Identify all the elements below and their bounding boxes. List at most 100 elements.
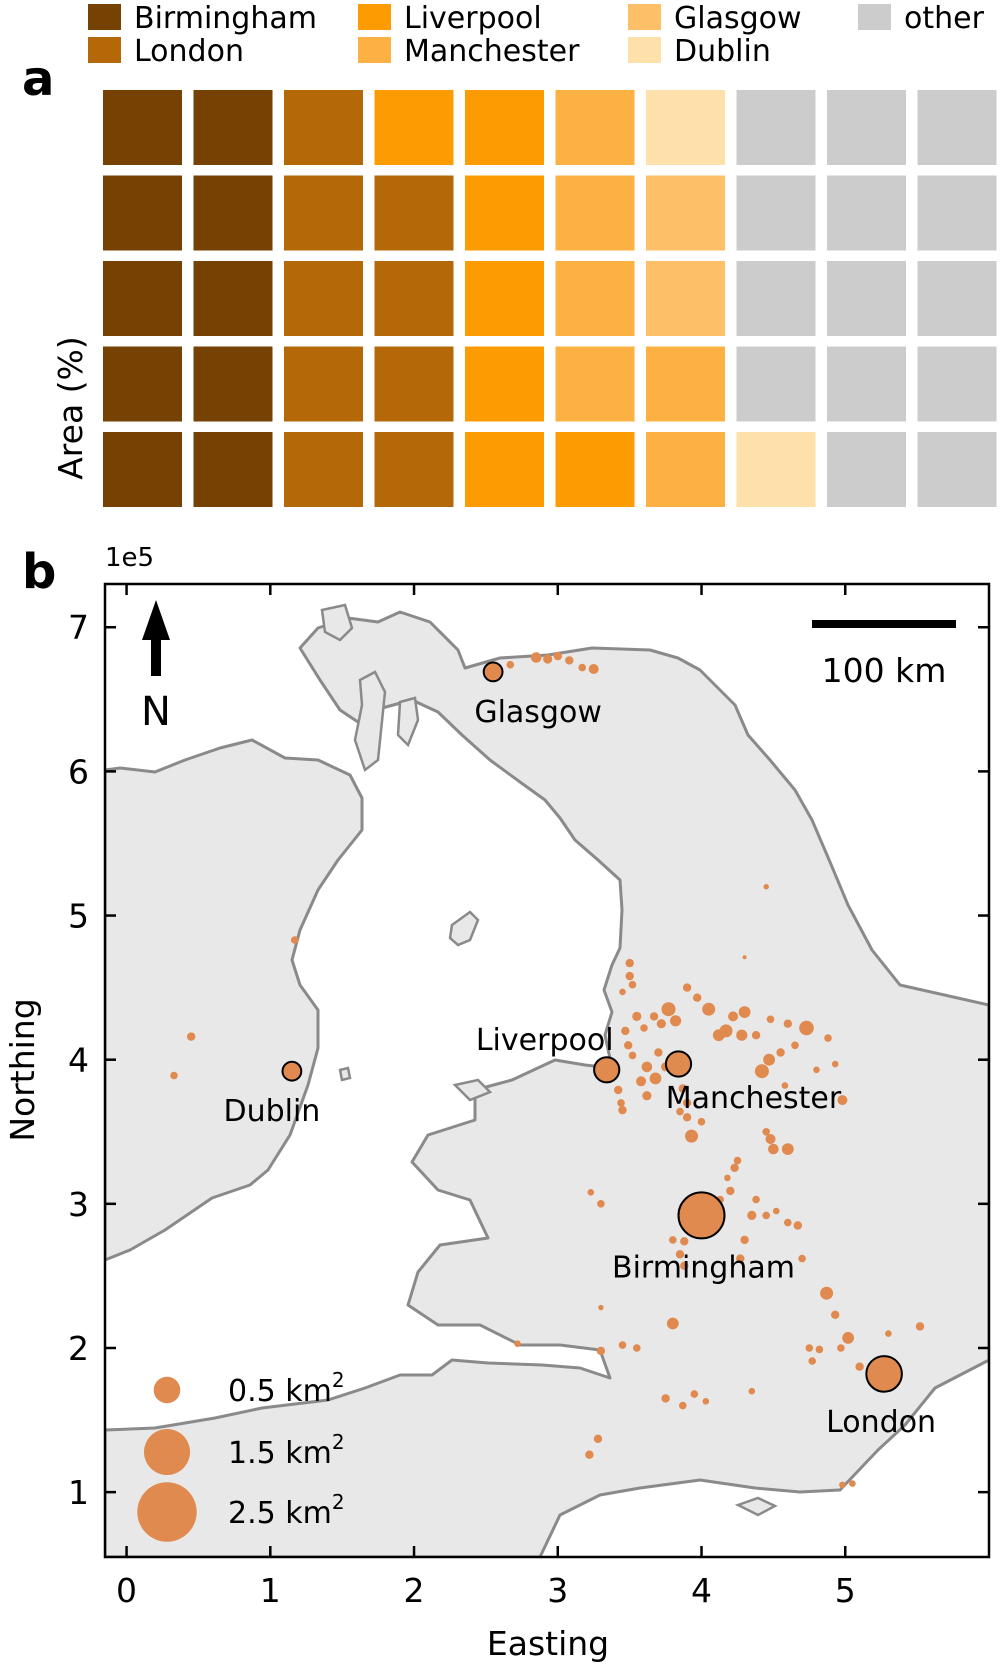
map-point	[763, 884, 769, 890]
map-point	[748, 1387, 756, 1395]
waffle-cell-birmingham	[193, 346, 273, 422]
map-point	[837, 1095, 848, 1106]
map-point	[813, 1066, 820, 1074]
map-point	[726, 1186, 735, 1196]
legend-a: Birmingham Liverpool Glasgow other London Man…	[88, 1, 985, 69]
legend-swatch-birmingham	[88, 4, 121, 30]
legend-swatch-london	[88, 37, 121, 63]
legend-label-manchester: Manchester	[404, 34, 580, 69]
waffle-cell-london	[284, 261, 363, 336]
waffle-cell-dublin	[646, 90, 725, 165]
map-point	[697, 1117, 706, 1126]
map-point	[781, 1082, 789, 1089]
y-tick-label: 2	[68, 1329, 89, 1368]
waffle-cell-liverpool	[555, 432, 635, 507]
panel-a-ylabel: Area (%)	[51, 336, 90, 480]
waffle-cell-other	[917, 90, 997, 165]
map-point	[736, 1254, 745, 1263]
map-point	[762, 1128, 770, 1136]
city-point-dublin	[281, 1060, 303, 1082]
map-point	[733, 1156, 742, 1165]
waffle-cell-liverpool	[465, 175, 544, 251]
map-point	[649, 1072, 662, 1085]
map-point	[290, 936, 299, 944]
city-label-liverpool: Liverpool	[476, 1023, 614, 1058]
map-point	[578, 663, 586, 672]
map-point	[690, 1390, 699, 1398]
map-point	[783, 1019, 792, 1028]
island-islay	[353, 670, 387, 773]
waffle-cell-other	[736, 346, 816, 422]
map-point	[763, 1053, 775, 1066]
waffle-cell-other	[736, 261, 816, 336]
map-point	[676, 1107, 684, 1116]
map-point	[751, 1031, 761, 1040]
map-point	[614, 1085, 623, 1095]
map-point	[728, 1011, 739, 1022]
map-point	[776, 1048, 785, 1057]
axes: 0 1 2 3 4 5 1 2 3 4 5 6 7	[68, 584, 989, 1610]
waffle-cell-london	[374, 432, 454, 507]
waffle-cell-birmingham	[193, 432, 273, 507]
map-point	[693, 993, 702, 1002]
y-tick-label: 4	[68, 1041, 89, 1080]
panel-b-letter: b	[22, 544, 56, 600]
y-tick-label: 3	[68, 1185, 89, 1224]
legend-label-glasgow: Glasgow	[674, 1, 802, 36]
map-point	[885, 1330, 892, 1337]
map-point	[632, 1011, 642, 1022]
map-point	[768, 1143, 779, 1155]
map-point	[766, 1015, 775, 1024]
map-point	[640, 1024, 648, 1032]
map-point	[808, 1357, 816, 1365]
waffle-cell-dublin	[736, 432, 816, 507]
map-point	[587, 1189, 595, 1196]
city-point-birmingham	[677, 1191, 726, 1240]
map-point	[747, 1210, 757, 1220]
map-point	[553, 651, 562, 661]
map-point	[730, 1163, 739, 1173]
waffle-cell-other	[917, 346, 997, 422]
waffle-cell-liverpool	[465, 346, 544, 422]
isle-of-wight	[734, 1496, 778, 1517]
waffle-cell-birmingham	[103, 261, 182, 336]
map-point	[679, 1401, 687, 1410]
map-point	[625, 971, 634, 981]
map-point	[543, 654, 553, 664]
city-point-manchester	[664, 1050, 693, 1078]
waffle-cell-other	[736, 175, 816, 251]
y-axis-label: Northing	[3, 998, 42, 1141]
map-point	[666, 1317, 679, 1330]
city-label-glasgow: Glasgow	[474, 695, 602, 730]
x-axis-label: Easting	[487, 1624, 609, 1663]
waffle-cell-birmingham	[193, 175, 273, 251]
map-point	[678, 1084, 687, 1093]
map-frame	[103, 582, 991, 1559]
waffle-cell-manchester	[646, 432, 725, 507]
map-point	[530, 652, 542, 663]
x-tick-label: 0	[116, 1571, 137, 1610]
city-label-manchester: Manchester	[666, 1081, 842, 1116]
city-point-london	[865, 1355, 903, 1393]
legend-swatch-glasgow	[628, 4, 661, 30]
map-point	[855, 1362, 864, 1371]
waffle-cell-liverpool	[465, 90, 544, 165]
map-point	[724, 1174, 731, 1182]
waffle-cell-birmingham	[193, 90, 273, 165]
legend-label-dublin: Dublin	[674, 34, 771, 69]
waffle-cell-other	[827, 432, 906, 507]
waffle-cell-other	[917, 175, 997, 251]
map-point	[593, 1434, 603, 1444]
legend-label-birmingham: Birmingham	[134, 1, 317, 36]
map-point	[793, 1221, 802, 1230]
map-point	[762, 1211, 770, 1220]
map-point	[625, 958, 634, 968]
map-point	[682, 1098, 692, 1108]
waffle-cell-manchester	[555, 261, 635, 336]
map-point	[628, 1051, 637, 1060]
waffle-cell-london	[374, 175, 454, 251]
waffle-cell-other	[917, 261, 997, 336]
map-point	[661, 1394, 670, 1403]
waffle-cell-london	[374, 346, 454, 422]
offset-text: 1e5	[105, 543, 154, 573]
